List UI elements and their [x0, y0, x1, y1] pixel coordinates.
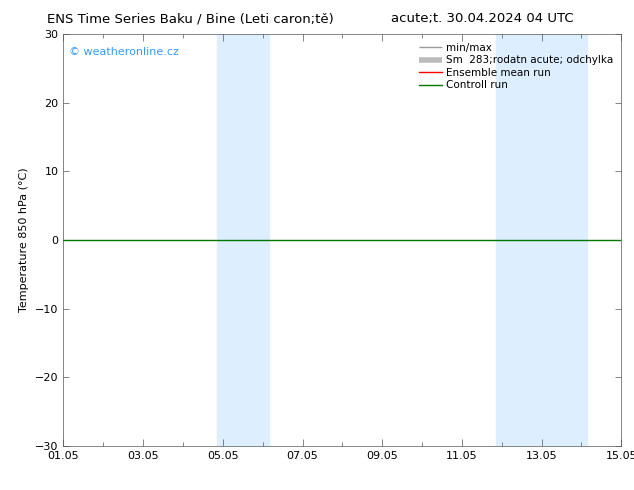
Text: ENS Time Series Baku / Bine (Leti caron;tě): ENS Time Series Baku / Bine (Leti caron;… [47, 12, 333, 25]
Text: acute;t. 30.04.2024 04 UTC: acute;t. 30.04.2024 04 UTC [391, 12, 573, 25]
Bar [217, 34, 269, 446]
Text: © weatheronline.cz: © weatheronline.cz [69, 47, 179, 57]
Bar [496, 34, 588, 446]
Y-axis label: Temperature 850 hPa (°C): Temperature 850 hPa (°C) [20, 168, 30, 313]
Legend: min/max, Sm  283;rodatn acute; odchylka, Ensemble mean run, Controll run: min/max, Sm 283;rodatn acute; odchylka, … [415, 40, 616, 94]
